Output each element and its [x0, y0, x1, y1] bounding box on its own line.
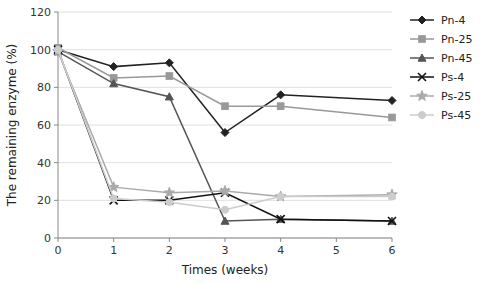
- grid-line: [58, 238, 392, 239]
- point: [165, 59, 173, 67]
- x-tick-label: 4: [277, 244, 284, 257]
- legend-label: Pn-25: [441, 33, 472, 46]
- y-tick: [54, 125, 58, 126]
- point: [277, 193, 284, 200]
- point: [166, 73, 173, 80]
- point: [110, 63, 118, 71]
- y-tick: [54, 87, 58, 88]
- legend-label: Ps-25: [441, 90, 471, 103]
- point: [54, 46, 62, 54]
- y-tick: [54, 162, 58, 163]
- y-tick-label: 0: [44, 232, 51, 245]
- point: [166, 199, 173, 206]
- point: [388, 217, 396, 225]
- plot-data: [53, 44, 397, 225]
- y-tick-label: 20: [37, 194, 51, 207]
- x-tick-label: 1: [110, 244, 117, 257]
- y-tick-label: 80: [37, 81, 51, 94]
- point: [222, 103, 229, 110]
- y-tick-label: 60: [37, 119, 51, 132]
- x-tick: [280, 238, 281, 242]
- grid-line: [58, 162, 392, 163]
- point: [277, 215, 285, 223]
- point: [221, 129, 229, 137]
- chart: 0 20 40 60 80 100 120 0 1 2 3 4 5 6 Times (weeks) The r…: [0, 0, 500, 285]
- grid-line: [58, 87, 392, 88]
- point: [110, 195, 117, 202]
- legend-marker: [418, 73, 426, 81]
- x-tick-label: 0: [55, 244, 62, 257]
- series-line: [58, 50, 392, 221]
- series-line: [58, 50, 392, 133]
- legend: Pn-4 Pn-25 Pn-45 Ps-4 Ps-25 Ps-45: [410, 14, 472, 122]
- point: [277, 103, 284, 110]
- legend-label: Pn-45: [441, 52, 472, 65]
- point: [222, 206, 229, 213]
- series-line: [58, 52, 392, 222]
- y-tick: [54, 238, 58, 239]
- point: [221, 217, 229, 224]
- x-tick: [225, 238, 226, 242]
- y-tick: [54, 12, 58, 13]
- y-tick-label: 40: [37, 157, 51, 170]
- y-tick: [54, 200, 58, 201]
- grid: [58, 12, 392, 238]
- x-tick-label: 6: [389, 244, 396, 257]
- x-tick-label: 2: [166, 244, 173, 257]
- point: [388, 97, 396, 105]
- x-tick-label: 5: [333, 244, 340, 257]
- x-axis-line: [58, 238, 392, 239]
- x-tick: [336, 238, 337, 242]
- legend-marker: [419, 36, 426, 43]
- point: [55, 46, 62, 53]
- x-tick: [113, 238, 114, 242]
- x-tick: [58, 238, 59, 242]
- y-tick-label: 120: [30, 6, 51, 19]
- grid-line: [58, 125, 392, 126]
- point: [220, 185, 230, 195]
- x-axis-label: Times (weeks): [181, 263, 269, 277]
- point: [164, 187, 174, 197]
- grid-line: [58, 49, 392, 50]
- grid-line: [58, 200, 392, 201]
- series-line: [58, 52, 392, 197]
- y-tick-label: 100: [30, 44, 51, 57]
- point: [165, 93, 173, 100]
- point: [389, 114, 396, 121]
- point: [389, 193, 396, 200]
- legend-label: Ps-45: [441, 109, 471, 122]
- point: [387, 189, 397, 199]
- point: [53, 46, 63, 56]
- point: [277, 91, 285, 99]
- legend-marker: [418, 54, 426, 61]
- point: [275, 191, 285, 201]
- legend-marker: [418, 16, 426, 24]
- series-line: [58, 50, 392, 210]
- point: [54, 46, 62, 54]
- point: [110, 80, 118, 87]
- series-line: [58, 48, 392, 118]
- legend-marker: [417, 91, 427, 101]
- x-tick: [392, 238, 393, 242]
- grid-line: [58, 12, 392, 13]
- x-tick-label: 3: [222, 244, 229, 257]
- legend-label: Ps-4: [441, 71, 464, 84]
- x-tick: [169, 238, 170, 242]
- legend-label: Pn-4: [441, 14, 465, 27]
- legend-marker: [419, 112, 426, 119]
- y-axis-label: The remaining enzyme (%): [5, 44, 19, 208]
